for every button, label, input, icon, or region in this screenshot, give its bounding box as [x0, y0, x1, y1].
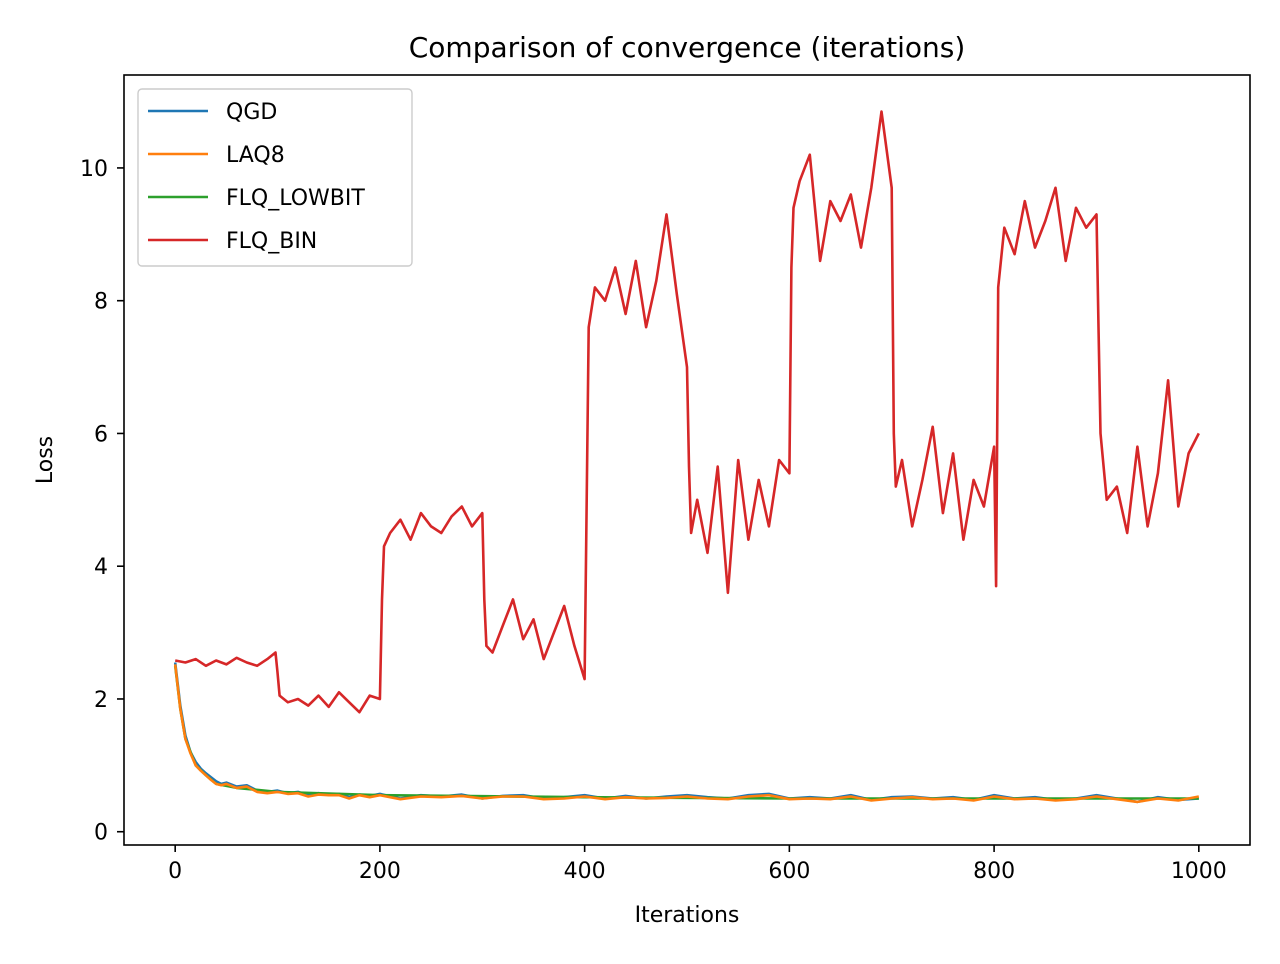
y-tick-label: 0 [94, 821, 108, 846]
y-tick-label: 10 [80, 157, 108, 182]
x-axis-label: Iterations [635, 903, 740, 928]
series-line-laq8 [173, 664, 1200, 804]
x-tick-label: 800 [973, 859, 1015, 884]
legend-label: LAQ8 [226, 143, 285, 168]
y-tick-label: 6 [94, 422, 108, 447]
plot-frame [123, 74, 1251, 846]
ticks-layer: 0 200 400 600 800 1000 0 2 4 6 8 10 [80, 157, 1227, 884]
x-tick-label: 200 [359, 859, 401, 884]
chart-title: Comparison of convergence (iterations) [409, 31, 966, 64]
x-tick-label: 0 [168, 859, 182, 884]
legend-label: QGD [226, 100, 277, 125]
x-tick-label: 1000 [1171, 859, 1227, 884]
x-tick-label: 400 [564, 859, 606, 884]
legend-label: FLQ_BIN [226, 229, 317, 254]
plot-area [173, 110, 1200, 804]
legend: QGD LAQ8 FLQ_LOWBIT FLQ_BIN [137, 88, 413, 267]
x-tick-label: 600 [768, 859, 810, 884]
y-tick-label: 4 [94, 555, 108, 580]
y-axis-label: Loss [33, 436, 58, 484]
y-tick-label: 8 [94, 290, 108, 315]
legend-label: FLQ_LOWBIT [226, 186, 365, 211]
y-tick-label: 2 [94, 688, 108, 713]
legend-box [137, 88, 413, 267]
series-line-flq-bin [174, 110, 1200, 714]
